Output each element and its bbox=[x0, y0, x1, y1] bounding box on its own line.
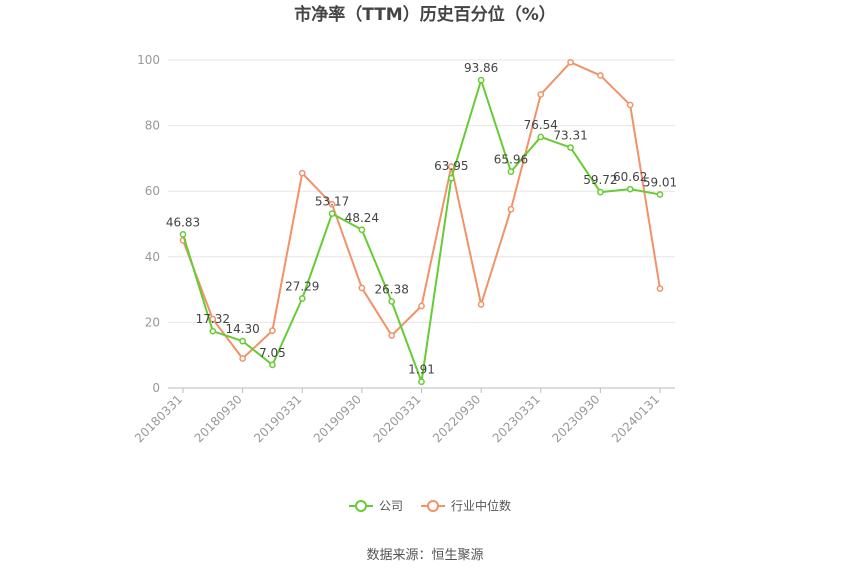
data-point-0 bbox=[388, 298, 396, 305]
legend[interactable]: 公司 行业中位数 bbox=[349, 498, 511, 513]
x-axis: 20180331 20180930 20190331 20190930 20200331… bbox=[132, 387, 675, 445]
x-tick-label: 20230331 bbox=[490, 392, 543, 445]
data-point-1 bbox=[597, 72, 604, 79]
data-point-0 bbox=[328, 210, 336, 217]
legend-label: 行业中位数 bbox=[451, 498, 511, 513]
data-label: 14.30 bbox=[225, 322, 259, 336]
series-group bbox=[179, 58, 664, 386]
data-label: 7.05 bbox=[259, 346, 286, 360]
y-tick-label: 100 bbox=[137, 53, 160, 67]
legend-label: 公司 bbox=[379, 499, 403, 513]
data-point-0 bbox=[537, 133, 545, 141]
data-point-1 bbox=[626, 101, 634, 109]
data-point-0 bbox=[358, 226, 366, 234]
data-point-1 bbox=[328, 200, 336, 208]
data-label: 59.72 bbox=[583, 173, 617, 187]
legend-item-1[interactable]: 行业中位数 bbox=[421, 498, 511, 513]
gridlines bbox=[168, 59, 675, 323]
data-label: 46.83 bbox=[166, 215, 200, 229]
data-point-0 bbox=[567, 144, 574, 151]
y-axis: 0 20 40 60 80 100 bbox=[137, 53, 160, 395]
data-point-1 bbox=[209, 315, 217, 323]
y-tick-label: 40 bbox=[145, 250, 160, 264]
y-tick-label: 80 bbox=[145, 119, 160, 133]
series-line-1 bbox=[182, 61, 661, 360]
data-label: 73.31 bbox=[553, 129, 587, 143]
legend-item-0[interactable]: 公司 bbox=[349, 499, 403, 513]
data-label: 17.32 bbox=[196, 312, 230, 326]
data-point-1 bbox=[567, 58, 574, 66]
data-point-0 bbox=[418, 378, 425, 386]
data-point-1 bbox=[239, 355, 246, 362]
data-label: 63.95 bbox=[434, 159, 468, 173]
data-point-1 bbox=[477, 301, 485, 308]
data-point-1 bbox=[507, 205, 515, 213]
source-text: 数据来源：恒生聚源 bbox=[366, 548, 483, 563]
x-tick-label: 20220930 bbox=[430, 392, 483, 445]
y-tick-label: 0 bbox=[152, 381, 160, 395]
data-label: 76.54 bbox=[524, 118, 558, 132]
data-point-0 bbox=[209, 327, 217, 335]
data-label: 65.96 bbox=[494, 153, 528, 167]
data-point-0 bbox=[179, 231, 187, 238]
legend-marker bbox=[427, 500, 439, 512]
data-label: 93.86 bbox=[464, 61, 498, 75]
data-label: 48.24 bbox=[345, 211, 379, 225]
x-tick-label: 20230930 bbox=[549, 392, 602, 445]
data-point-0 bbox=[507, 168, 515, 176]
data-point-1 bbox=[388, 332, 396, 339]
legend-marker bbox=[355, 500, 367, 512]
data-point-0 bbox=[656, 191, 664, 198]
data-label: 27.29 bbox=[285, 279, 319, 293]
data-point-1 bbox=[537, 91, 545, 98]
data-label: 1.91 bbox=[408, 363, 435, 377]
y-tick-label: 20 bbox=[145, 315, 160, 329]
x-tick-label: 20240131 bbox=[609, 392, 662, 445]
data-point-0 bbox=[269, 361, 276, 369]
data-label: 53.17 bbox=[315, 195, 349, 209]
data-point-0 bbox=[298, 295, 306, 302]
data-point-1 bbox=[418, 302, 425, 310]
data-label: 59.01 bbox=[643, 175, 677, 189]
data-point-1 bbox=[656, 285, 664, 292]
x-tick-label: 20180930 bbox=[192, 392, 245, 445]
data-label: 26.38 bbox=[375, 282, 409, 296]
x-tick-label: 20190930 bbox=[311, 392, 364, 445]
data-label: 60.62 bbox=[613, 170, 647, 184]
x-tick-label: 20190331 bbox=[251, 392, 304, 445]
x-tick-label: 20180331 bbox=[132, 392, 185, 445]
data-point-0 bbox=[447, 174, 455, 182]
data-point-0 bbox=[597, 188, 604, 196]
data-point-0 bbox=[239, 337, 246, 345]
data-point-1 bbox=[269, 327, 276, 334]
data-point-0 bbox=[477, 76, 485, 84]
data-point-0 bbox=[626, 185, 634, 193]
x-tick-label: 20200331 bbox=[371, 392, 424, 445]
chart-title: 市净率（TTM）历史百分位（%） bbox=[294, 4, 556, 25]
y-tick-label: 60 bbox=[145, 184, 160, 198]
data-point-1 bbox=[298, 169, 306, 177]
data-point-1 bbox=[358, 284, 366, 292]
